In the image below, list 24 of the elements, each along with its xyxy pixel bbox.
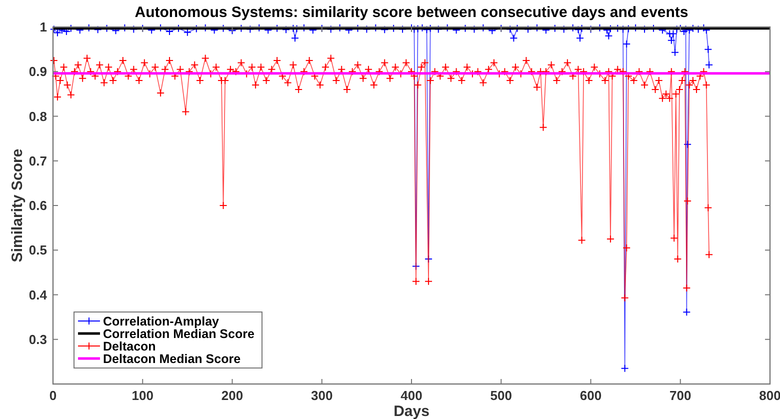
y-tick-label: 0.4 — [28, 287, 48, 302]
x-tick-label: 200 — [221, 388, 244, 403]
x-tick-label: 400 — [400, 388, 422, 403]
x-tick-label: 100 — [132, 388, 154, 403]
y-tick-label: 0.9 — [28, 64, 47, 80]
y-tick-label: 0.8 — [28, 108, 47, 124]
legend-label: Deltacon — [103, 340, 156, 354]
y-tick-label: 0.6 — [28, 198, 47, 213]
y-axis-title: Similarity Score — [9, 148, 26, 262]
x-axis-title: Days — [394, 403, 430, 419]
y-tick-label: 1 — [40, 20, 47, 34]
x-tick-label: 0 — [49, 388, 57, 403]
y-tick-label: 0.5 — [28, 242, 47, 258]
chart-title: Autonomous Systems: similarity score between consecutive days and events — [134, 4, 688, 21]
y-tick-label: 0.3 — [28, 332, 47, 347]
x-tick-label: 700 — [670, 388, 692, 403]
legend-label: Deltacon Median Score — [103, 352, 241, 366]
x-tick-label: 300 — [311, 388, 333, 403]
legend-label: Correlation-Amplay — [103, 314, 220, 328]
x-tick-label: 600 — [580, 388, 602, 403]
x-tick-label: 800 — [759, 388, 780, 403]
legend-label: Correlation Median Score — [103, 327, 254, 341]
y-tick-label: 0.7 — [28, 153, 47, 168]
x-tick-label: 500 — [490, 388, 512, 403]
